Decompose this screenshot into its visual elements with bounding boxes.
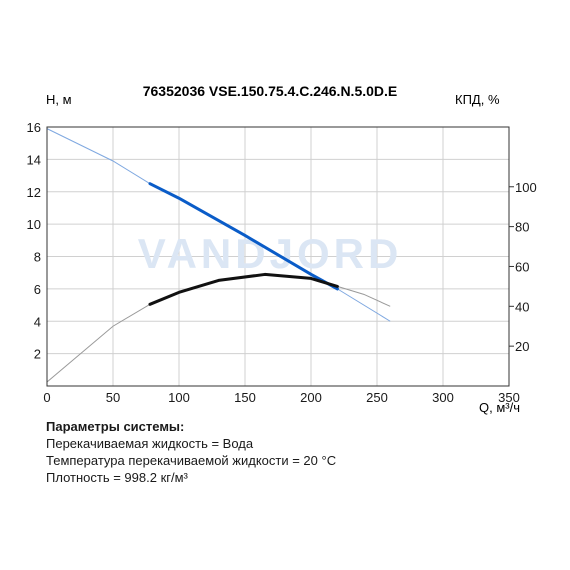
y-tick-label-right: 80 xyxy=(515,220,529,235)
efficiency-curve-operating xyxy=(148,272,339,306)
x-tick-label: 200 xyxy=(300,390,322,405)
x-tick-label: 250 xyxy=(366,390,388,405)
y-axis-label-right: КПД, % xyxy=(455,92,500,107)
x-tick-label: 50 xyxy=(106,390,120,405)
chart-title: 76352036 VSE.150.75.4.C.246.N.5.0D.E xyxy=(143,83,398,99)
efficiency-curve-full xyxy=(46,273,391,383)
x-tick-label: 300 xyxy=(432,390,454,405)
y-tick-label-left: 2 xyxy=(34,347,41,362)
series-lines xyxy=(46,128,391,383)
y-tick-label-left: 14 xyxy=(27,152,41,167)
y-tick-label-right: 60 xyxy=(515,259,529,274)
y-tick-label-right: 100 xyxy=(515,180,537,195)
pump-curve-chart: VANDJORD 0 50 100 150 200 250 300 350 2 4 6 8 10 12 14… xyxy=(27,83,537,415)
grid xyxy=(46,126,510,386)
param-density: Плотность = 998.2 кг/м³ xyxy=(46,470,188,485)
x-tick-label: 0 xyxy=(43,390,50,405)
y-tick-label-left: 4 xyxy=(34,314,41,329)
y-tick-label-right: 40 xyxy=(515,299,529,314)
x-tick-label: 150 xyxy=(234,390,256,405)
head-curve-operating xyxy=(148,182,339,291)
plot-frame xyxy=(46,126,510,387)
x-axis-label: Q, м³/ч xyxy=(479,400,520,415)
y-tick-label-right: 20 xyxy=(515,339,529,354)
system-parameters: Параметры системы: Перекачиваемая жидкос… xyxy=(46,418,336,486)
y-axis-label-left: H, м xyxy=(46,92,72,107)
y-tick-label-left: 16 xyxy=(27,120,41,135)
param-fluid: Перекачиваемая жидкость = Вода xyxy=(46,436,254,451)
x-tick-label: 100 xyxy=(168,390,190,405)
y-tick-label-left: 10 xyxy=(27,217,41,232)
params-title: Параметры системы: xyxy=(46,419,185,434)
x-tick-label: 350 xyxy=(498,390,520,405)
axes: 0 50 100 150 200 250 300 350 2 4 6 8 10 12 14 16 20 40 60 8… xyxy=(27,120,537,405)
y-tick-label-left: 6 xyxy=(34,282,41,297)
head-curve-full xyxy=(46,128,391,322)
y-tick-label-left: 8 xyxy=(34,250,41,265)
param-temperature: Температура перекачиваемой жидкости = 20… xyxy=(46,453,337,468)
watermark-logo: VANDJORD xyxy=(138,230,403,277)
y-tick-label-left: 12 xyxy=(27,185,41,200)
